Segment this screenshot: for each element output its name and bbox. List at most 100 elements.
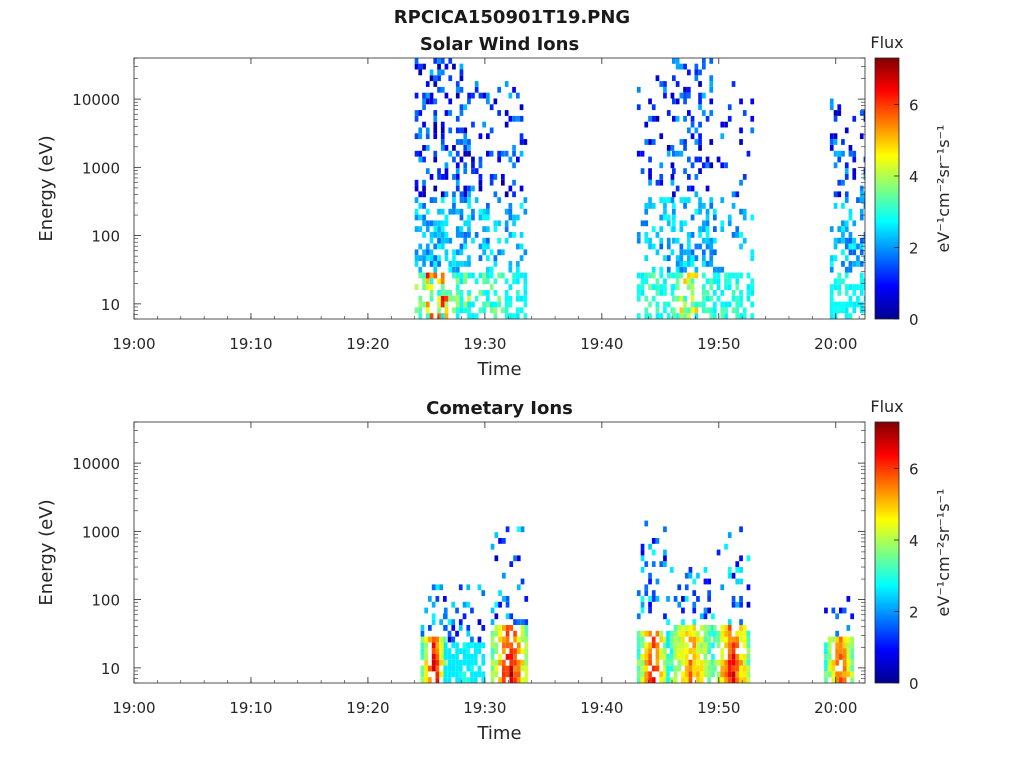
- heatmap-cell: [424, 642, 428, 649]
- heatmap-cell: [640, 636, 645, 643]
- heatmap-cell: [844, 307, 849, 314]
- heatmap-cell: [698, 156, 702, 163]
- heatmap-cell: [524, 636, 529, 643]
- panel-solar-wind-ions: 19:00 19:10 19:20 19:30 19:40 19:50 20:00Time1…: [36, 33, 953, 380]
- heatmap-cell: [702, 58, 706, 64]
- heatmap-cell: [425, 278, 430, 285]
- heatmap-cell: [648, 313, 652, 319]
- heatmap-cell: [523, 249, 528, 256]
- heatmap-cell: [459, 104, 464, 111]
- heatmap-cell: [698, 203, 702, 209]
- heatmap-cell: [688, 677, 693, 683]
- heatmap-cell: [679, 150, 684, 157]
- heatmap-cell: [675, 81, 680, 87]
- heatmap-cell: [489, 127, 494, 134]
- heatmap-cell: [731, 665, 736, 672]
- heatmap-cell: [720, 266, 725, 273]
- heatmap-cell: [679, 255, 684, 261]
- heatmap-cell: [663, 659, 667, 666]
- heatmap-cell: [735, 232, 740, 238]
- heatmap-cell: [520, 625, 525, 631]
- heatmap-cell: [431, 642, 436, 649]
- heatmap-cell: [713, 214, 717, 221]
- heatmap-cell: [463, 197, 468, 203]
- heatmap-cell: [455, 168, 460, 174]
- heatmap-cell: [523, 290, 528, 296]
- heatmap-cell: [672, 284, 676, 290]
- heatmap-cell: [644, 630, 649, 637]
- heatmap-cell: [833, 237, 838, 244]
- heatmap-cell: [505, 630, 510, 637]
- heatmap-cell: [636, 272, 641, 279]
- heatmap-cell: [636, 150, 641, 157]
- heatmap-cell: [497, 156, 501, 163]
- heatmap-cell: [422, 179, 426, 186]
- heatmap-cell: [655, 596, 660, 602]
- heatmap-cell: [698, 168, 702, 174]
- heatmap-cell: [663, 284, 667, 290]
- heatmap-cell: [418, 266, 423, 273]
- heatmap-cell: [651, 538, 656, 544]
- heatmap-cell: [746, 677, 751, 683]
- heatmap-cell: [848, 214, 853, 221]
- heatmap-cell: [694, 301, 699, 308]
- heatmap-cell: [437, 313, 441, 319]
- heatmap-cell: [508, 295, 513, 302]
- heatmap-cell: [422, 278, 426, 285]
- heatmap-cell: [835, 642, 839, 649]
- heatmap-cell: [683, 115, 687, 122]
- heatmap-cell: [731, 290, 736, 296]
- heatmap-cell: [463, 243, 468, 250]
- heatmap-cell: [727, 572, 732, 579]
- x-axis-label: Time: [476, 723, 521, 744]
- heatmap-cell: [501, 272, 505, 279]
- heatmap-cell: [636, 86, 641, 93]
- heatmap-cell: [443, 654, 448, 660]
- heatmap-cell: [746, 665, 751, 672]
- heatmap-cell: [835, 677, 839, 683]
- heatmap-cell: [414, 214, 419, 221]
- heatmap-cell: [459, 278, 464, 285]
- heatmap-cell: [703, 578, 708, 585]
- heatmap-cell: [505, 625, 510, 631]
- heatmap-cell: [466, 625, 471, 631]
- heatmap-cell: [684, 625, 689, 631]
- heatmap-cell: [428, 665, 432, 672]
- heatmap-cell: [841, 301, 845, 308]
- heatmap-cell: [655, 659, 660, 666]
- y-tick-label: 1000: [82, 523, 120, 541]
- heatmap-cell: [677, 636, 682, 643]
- heatmap-cell: [831, 677, 836, 683]
- heatmap-cell: [839, 654, 843, 660]
- heatmap-cell: [666, 630, 670, 637]
- heatmap-cell: [713, 226, 717, 232]
- heatmap-cell: [431, 636, 436, 643]
- heatmap-cell: [455, 266, 460, 273]
- heatmap-cell: [687, 272, 691, 279]
- heatmap-cell: [497, 301, 501, 308]
- heatmap-cell: [429, 249, 434, 256]
- heatmap-cell: [497, 237, 501, 244]
- heatmap-cell: [705, 307, 710, 314]
- heatmap-cell: [444, 307, 449, 314]
- heatmap-cell: [687, 307, 691, 314]
- heatmap-cell: [666, 596, 670, 602]
- heatmap-cell: [694, 63, 699, 70]
- heatmap-cell: [648, 284, 652, 290]
- heatmap-cell: [739, 671, 743, 678]
- x-tick-label: 20:00: [814, 335, 857, 353]
- heatmap-cell: [683, 145, 687, 151]
- heatmap-cell: [447, 654, 452, 660]
- heatmap-cell: [640, 290, 645, 296]
- heatmap-cell: [452, 307, 456, 314]
- heatmap-cell: [709, 249, 714, 256]
- heatmap-cell: [666, 665, 670, 672]
- heatmap-cell: [727, 625, 732, 631]
- heatmap-cell: [675, 313, 680, 319]
- heatmap-cell: [848, 243, 853, 250]
- heatmap-cell: [711, 613, 715, 620]
- heatmap-cell: [512, 179, 516, 186]
- heatmap-cell: [844, 191, 849, 198]
- heatmap-cell: [683, 220, 687, 227]
